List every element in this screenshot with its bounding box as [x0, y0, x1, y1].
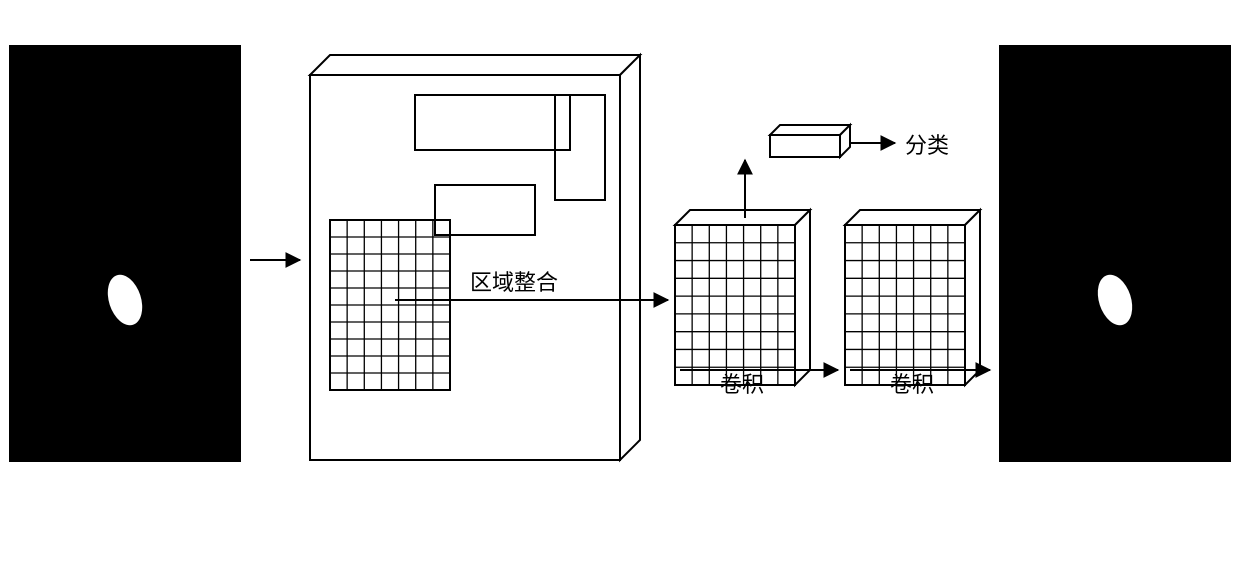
feature-map-block [310, 55, 640, 460]
conv-block-1 [675, 210, 810, 385]
label-classify: 分类 [905, 133, 949, 158]
conv-block-2 [845, 210, 980, 385]
input-image [10, 46, 240, 461]
output-image [1000, 46, 1230, 461]
label-conv1: 卷积 [720, 372, 764, 397]
label-conv2: 卷积 [890, 372, 934, 397]
classifier-block [770, 125, 850, 157]
label-region-integration: 区域整合 [470, 270, 558, 295]
